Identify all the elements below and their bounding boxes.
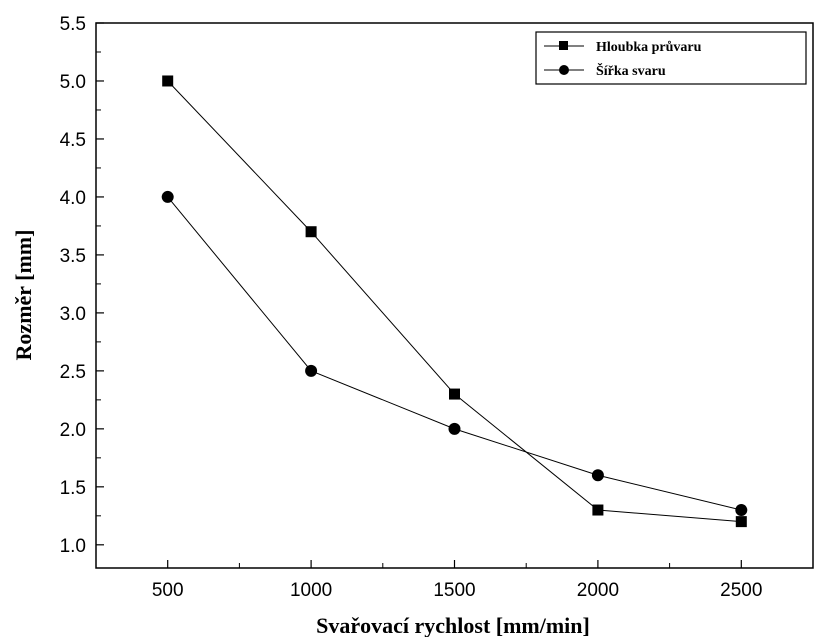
x-tick-label: 1000 xyxy=(290,580,332,601)
y-axis: 1.0 1.5 2.0 2.5 3.0 3.5 4.0 4.5 5.0 5.5 xyxy=(60,14,104,557)
data-point-sirka xyxy=(305,364,318,377)
data-point-hloubka xyxy=(162,75,174,87)
y-tick-label: 3.5 xyxy=(60,246,86,267)
data-point-hloubka xyxy=(305,226,317,238)
data-point-hloubka xyxy=(449,388,460,400)
legend: Hloubka průvaru Šířka svaru xyxy=(535,31,807,85)
legend-label-hloubka: Hloubka průvaru xyxy=(596,40,702,55)
series-line-sirka xyxy=(167,196,742,511)
y-tick-label: 4.5 xyxy=(60,130,86,151)
y-tick-label: 5.0 xyxy=(60,72,86,93)
x-axis-title: Svařovací rychlost [mm/min] xyxy=(316,613,590,637)
data-point-sirka xyxy=(448,422,461,435)
plot-frame xyxy=(95,22,814,569)
legend-marker-square xyxy=(559,41,568,50)
y-tick-label: 3.0 xyxy=(60,304,86,325)
x-tick-label: 2000 xyxy=(577,580,619,601)
data-point-hloubka xyxy=(735,516,747,528)
y-tick-label: 5.5 xyxy=(60,14,86,35)
x-tick-label: 2500 xyxy=(720,580,762,601)
y-tick-label: 2.5 xyxy=(60,362,86,383)
x-axis: 500 1000 1500 2000 2500 xyxy=(152,560,762,601)
data-point-hloubka xyxy=(592,504,604,516)
y-tick-label: 1.5 xyxy=(60,478,86,499)
legend-label-sirka: Šířka svaru xyxy=(596,62,666,79)
y-tick-label: 2.0 xyxy=(60,420,86,441)
x-tick-label: 500 xyxy=(152,580,184,601)
legend-box xyxy=(535,31,807,85)
data-point-sirka xyxy=(591,469,604,482)
data-point-sirka xyxy=(735,504,748,517)
y-tick-label: 4.0 xyxy=(60,188,86,209)
series-layer xyxy=(161,75,748,528)
y-tick-label: 1.0 xyxy=(60,536,86,557)
y-axis-title: Rozměr [mm] xyxy=(11,230,36,361)
legend-marker-circle xyxy=(559,65,569,75)
data-point-sirka xyxy=(161,190,174,203)
x-tick-label: 1500 xyxy=(433,580,475,601)
